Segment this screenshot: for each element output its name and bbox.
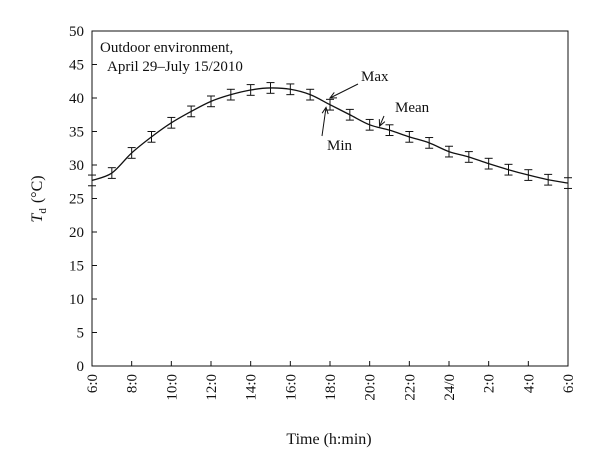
error-bar bbox=[445, 145, 453, 158]
x-tick-label: 4:0 bbox=[521, 374, 537, 393]
y-axis: 0 5 10 15 20 25 30 35 40 45 50 bbox=[69, 24, 97, 375]
callout-arrow bbox=[321, 107, 327, 137]
x-tick-label: 6:0 bbox=[85, 374, 101, 393]
error-bar bbox=[326, 98, 334, 111]
callout-layer: Max Mean Min bbox=[321, 69, 430, 154]
plot-border bbox=[91, 30, 569, 367]
y-tick-label: 0 bbox=[77, 359, 85, 375]
error-bar bbox=[107, 167, 116, 179]
y-tick-label: 40 bbox=[69, 91, 84, 107]
x-tick-label: 2:0 bbox=[482, 374, 498, 393]
callout-label: Max bbox=[361, 69, 389, 85]
x-tick-label: 16:0 bbox=[283, 374, 299, 401]
callout-arrowhead bbox=[378, 119, 386, 128]
y-axis-subscript: d bbox=[37, 208, 49, 214]
error-bar bbox=[286, 83, 295, 96]
error-bar bbox=[306, 88, 315, 101]
error-bar bbox=[246, 84, 255, 96]
error-bar bbox=[187, 105, 196, 118]
error-bar bbox=[345, 108, 354, 121]
x-tick-label: 18:0 bbox=[323, 374, 339, 401]
y-axis-unit: (°C) bbox=[29, 175, 46, 203]
error-bar bbox=[564, 177, 572, 189]
x-tick-label: 10:0 bbox=[164, 374, 180, 401]
error-bar bbox=[127, 147, 136, 159]
error-bar bbox=[365, 118, 374, 131]
y-tick-label: 15 bbox=[69, 259, 84, 275]
y-tick-label: 20 bbox=[69, 225, 84, 241]
callout-max: Max bbox=[328, 69, 389, 99]
y-tick-label: 35 bbox=[69, 125, 84, 141]
error-bar bbox=[504, 163, 513, 176]
error-bar bbox=[405, 131, 414, 143]
x-tick-label: 6:0 bbox=[561, 374, 577, 393]
x-tick-label: 22:0 bbox=[402, 374, 418, 401]
x-tick-label: 20:0 bbox=[363, 374, 379, 401]
x-tick-label: 8:0 bbox=[125, 374, 141, 393]
error-bar bbox=[88, 174, 96, 187]
callout-arrowhead bbox=[321, 106, 329, 115]
callout-label: Min bbox=[327, 138, 353, 154]
x-tick-label: 24/0 bbox=[442, 374, 458, 401]
callout-mean: Mean bbox=[378, 100, 430, 128]
error-bar bbox=[207, 95, 215, 108]
annotation-line-2: April 29–July 15/2010 bbox=[107, 59, 243, 75]
error-bar bbox=[484, 157, 493, 170]
y-tick-label: 10 bbox=[69, 292, 84, 308]
y-axis-symbol: T bbox=[29, 213, 46, 223]
callout-arrowhead bbox=[328, 92, 338, 99]
x-tick-label: 14:0 bbox=[244, 374, 260, 401]
y-axis-title: Td (°C) bbox=[29, 175, 49, 222]
y-tick-label: 50 bbox=[69, 24, 84, 40]
error-bar bbox=[544, 173, 553, 186]
error-bar bbox=[524, 169, 533, 181]
error-bar bbox=[425, 137, 434, 149]
error-bar bbox=[385, 124, 394, 137]
error-bar bbox=[266, 82, 275, 94]
x-axis-title: Time (h:min) bbox=[286, 431, 371, 448]
error-bar bbox=[147, 131, 156, 143]
x-axis: 6:0 8:0 10:0 12:0 14:0 16:0 18:0 20:0 22:0 24/0 2:… bbox=[85, 361, 577, 401]
plot-area bbox=[91, 30, 569, 367]
series-layer bbox=[88, 82, 572, 189]
callout-label: Mean bbox=[395, 100, 430, 116]
y-tick-label: 45 bbox=[69, 58, 84, 74]
error-bar bbox=[226, 88, 235, 101]
callout-arrow bbox=[379, 115, 385, 127]
error-bar bbox=[464, 151, 473, 163]
y-tick-label: 25 bbox=[69, 192, 84, 208]
x-tick-label: 12:0 bbox=[204, 374, 220, 401]
annotation-line-1: Outdoor environment, bbox=[100, 40, 233, 56]
y-tick-label: 5 bbox=[77, 326, 85, 342]
callout-arrow bbox=[329, 83, 359, 99]
error-bar bbox=[167, 116, 176, 129]
callout-min: Min bbox=[321, 106, 353, 154]
y-tick-label: 30 bbox=[69, 158, 84, 174]
